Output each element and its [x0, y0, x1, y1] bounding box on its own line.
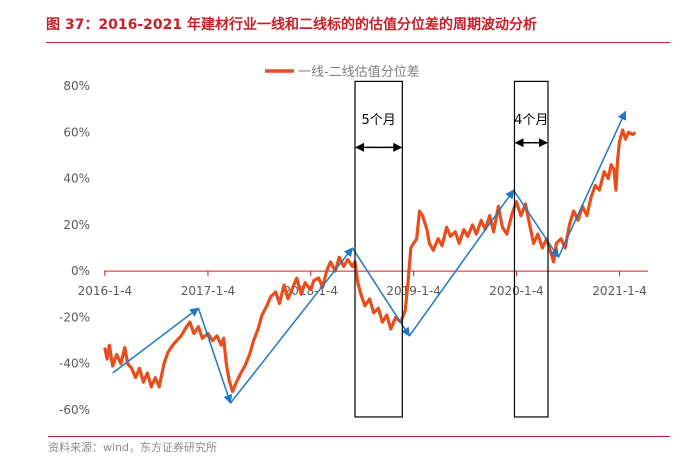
trend-arrow [229, 247, 354, 404]
series-line [103, 128, 637, 394]
y-axis: -60% -40% -20% 0% 20% 40% 60% 80% [59, 79, 90, 417]
y-tick-label: -60% [59, 403, 90, 417]
y-tick-label: -40% [59, 357, 90, 371]
source-note: 资料来源：wind，东方证券研究所 [48, 436, 670, 459]
x-axis: 2016-1-4 2017-1-4 2018-1-4 2019-1-4 2020-1-4… [78, 270, 648, 298]
trend-arrow [408, 189, 515, 337]
legend-label: 一线-二线估值分位差 [298, 64, 420, 80]
y-tick-label: 20% [63, 218, 90, 232]
trend-arrow [112, 307, 200, 374]
trend-arrow-layer [112, 110, 627, 404]
x-tick-label: 2019-1-4 [386, 284, 440, 298]
x-tick-label: 2017-1-4 [181, 284, 235, 298]
trend-arrow [557, 110, 627, 258]
y-tick-label: 0% [71, 264, 90, 278]
y-tick-label: -20% [59, 310, 90, 324]
x-tick-label: 2020-1-4 [489, 284, 543, 298]
y-tick-label: 60% [63, 125, 90, 139]
chart-title: 图 37：2016-2021 年建材行业一线和二线标的的估值分位差的周期波动分析 [46, 8, 670, 43]
period-box [354, 80, 403, 418]
y-tick-label: 40% [63, 172, 90, 186]
trend-arrow [351, 247, 411, 337]
trend-arrow [512, 189, 560, 259]
trend-arrow [197, 307, 233, 404]
x-tick-label: 2016-1-4 [78, 284, 132, 298]
period-box [513, 80, 549, 418]
y-tick-label: 80% [63, 79, 90, 93]
annotation-layer: 5个月 4个月 [354, 80, 549, 418]
duration-label: 4个月 [514, 113, 548, 128]
series-layer [103, 128, 637, 394]
duration-label: 5个月 [362, 113, 396, 128]
x-tick-label: 2021-1-4 [592, 284, 646, 298]
legend: 一线-二线估值分位差 [265, 64, 420, 80]
